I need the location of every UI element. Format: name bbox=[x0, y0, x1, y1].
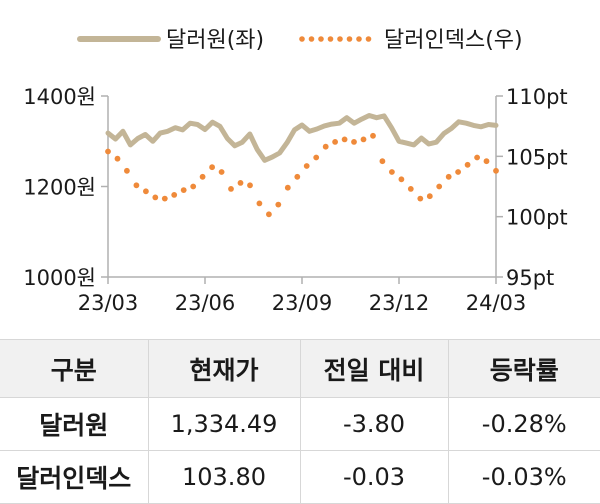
summary-table: 구분 현재가 전일 대비 등락률 달러원 1,334.49 -3.80 -0.2… bbox=[0, 339, 600, 504]
table-row-krw: 달러원 1,334.49 -3.80 -0.28% bbox=[0, 397, 600, 451]
y-left-tick-label: 1200원 bbox=[23, 176, 96, 200]
chart-axes: 1400원 1200원 1000원 110pt 105pt 100pt 95pt 23/03 2… bbox=[23, 85, 567, 315]
dxy-point bbox=[105, 148, 111, 155]
dxy-point bbox=[114, 155, 121, 162]
x-tick-label: 24/03 bbox=[466, 291, 527, 315]
dxy-point bbox=[370, 132, 376, 139]
series-krw bbox=[105, 113, 499, 163]
dxy-point bbox=[455, 169, 461, 175]
dxy-point bbox=[171, 192, 178, 198]
header-current-price: 현재가 bbox=[147, 339, 300, 398]
dxy-point bbox=[493, 167, 499, 174]
dxy-point bbox=[133, 182, 140, 189]
y-right-tick-label: 100pt bbox=[506, 206, 568, 230]
x-tick-label: 23/06 bbox=[175, 291, 236, 315]
dxy-point bbox=[332, 139, 338, 145]
dxy-point bbox=[426, 193, 433, 200]
x-tick-label: 23/03 bbox=[78, 291, 139, 315]
dxy-point bbox=[275, 201, 282, 208]
table-header-row: 구분 현재가 전일 대비 등락률 bbox=[0, 339, 600, 398]
series-dxy bbox=[105, 132, 499, 218]
y-left-tick-label: 1000원 bbox=[23, 266, 96, 290]
legend-dot bbox=[299, 36, 305, 42]
dxy-point bbox=[152, 194, 159, 201]
dxy-point bbox=[360, 136, 367, 143]
cell-change-rate: -0.03% bbox=[447, 450, 600, 504]
dxy-point bbox=[351, 139, 357, 145]
header-category: 구분 bbox=[0, 339, 148, 398]
dxy-point bbox=[417, 195, 424, 202]
exchange-rate-chart: 달러원(좌) 달러인덱스(우) 1400원 1200원 1000원 110pt 105p… bbox=[23, 28, 567, 315]
dxy-point bbox=[266, 211, 272, 218]
y-right-tick-label: 105pt bbox=[506, 145, 568, 169]
dxy-point bbox=[180, 187, 187, 194]
header-daily-change: 전일 대비 bbox=[299, 339, 448, 398]
cell-name: 달러원 bbox=[0, 397, 148, 451]
cell-current-price: 103.80 bbox=[147, 450, 300, 504]
dxy-point bbox=[199, 173, 206, 180]
dxy-point bbox=[143, 188, 149, 195]
cell-name: 달러인덱스 bbox=[0, 450, 148, 504]
dxy-point bbox=[247, 182, 253, 189]
y-right-tick-label: 110pt bbox=[506, 85, 568, 109]
dxy-point bbox=[445, 173, 452, 180]
y-right-tick-label: 95pt bbox=[506, 266, 554, 290]
header-change-rate: 등락률 bbox=[447, 339, 600, 398]
dxy-point bbox=[483, 158, 490, 165]
dxy-point bbox=[322, 143, 329, 150]
dxy-point bbox=[124, 167, 130, 174]
dxy-point bbox=[313, 154, 320, 161]
cell-current-price: 1,334.49 bbox=[147, 397, 300, 451]
dxy-point bbox=[398, 176, 405, 183]
legend-label-dxy: 달러인덱스(우) bbox=[384, 28, 523, 53]
x-tick-label: 23/09 bbox=[272, 291, 333, 315]
legend-dot bbox=[308, 36, 315, 42]
dxy-point bbox=[341, 136, 348, 143]
dxy-point bbox=[237, 180, 244, 186]
dxy-point bbox=[407, 186, 414, 192]
legend-label-krw: 달러원(좌) bbox=[166, 28, 264, 53]
dxy-point bbox=[218, 169, 225, 175]
chart-legend: 달러원(좌) 달러인덱스(우) bbox=[77, 28, 523, 53]
dxy-point bbox=[464, 161, 471, 168]
dxy-point bbox=[209, 164, 216, 171]
cell-change-rate: -0.28% bbox=[447, 397, 600, 451]
dxy-point bbox=[389, 169, 395, 175]
y-left-tick-label: 1400원 bbox=[23, 85, 96, 109]
legend-dot bbox=[318, 36, 324, 42]
dxy-point bbox=[303, 163, 310, 169]
legend-dot bbox=[346, 36, 353, 42]
cell-daily-change: -3.80 bbox=[299, 397, 448, 451]
cell-daily-change: -0.03 bbox=[299, 450, 448, 504]
dxy-point bbox=[256, 200, 263, 207]
legend-swatch-dxy bbox=[299, 36, 372, 42]
dxy-point bbox=[228, 186, 234, 192]
dxy-point bbox=[294, 173, 301, 180]
legend-dot bbox=[365, 36, 372, 42]
x-tick-label: 23/12 bbox=[369, 291, 430, 315]
legend-dot bbox=[337, 36, 343, 42]
table-row-dxy: 달러인덱스 103.80 -0.03 -0.03% bbox=[0, 450, 600, 504]
dxy-point bbox=[436, 183, 443, 190]
dxy-point bbox=[284, 184, 291, 191]
legend-dot bbox=[356, 36, 362, 42]
dxy-point bbox=[474, 154, 480, 161]
dxy-point bbox=[379, 158, 386, 165]
legend-dot bbox=[327, 36, 334, 42]
dxy-point bbox=[161, 195, 168, 202]
krw-line bbox=[105, 113, 499, 163]
dxy-point bbox=[190, 183, 197, 190]
